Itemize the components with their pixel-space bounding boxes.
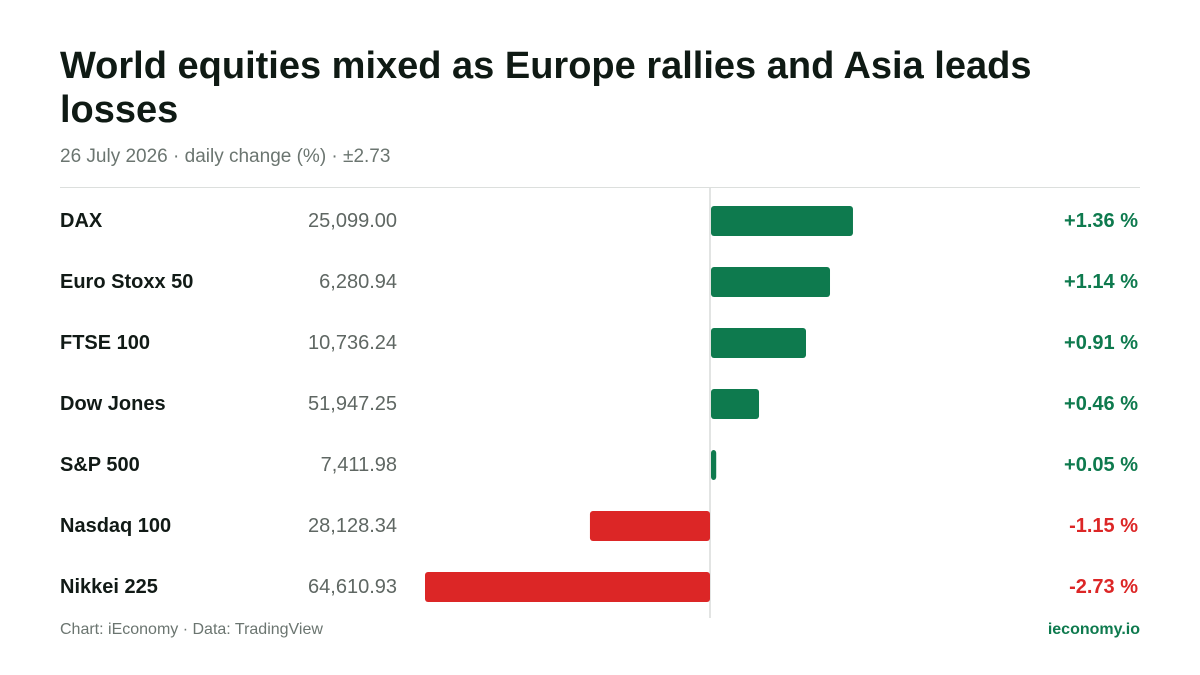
change-value-label: +0.91 % (1064, 332, 1138, 354)
change-value-label: +1.14 % (1064, 271, 1138, 293)
chart-subtitle: 26 July 2026 · daily change (%) · ±2.73 (60, 146, 391, 167)
bar (589, 511, 710, 541)
change-value-label: +0.46 % (1064, 393, 1138, 415)
change-value-label: -2.73 % (1069, 576, 1138, 598)
change-value-label: +0.05 % (1064, 454, 1138, 476)
index-level-label: 25,099.00 (308, 210, 397, 232)
chart-title: World equities mixed as Europe rallies a… (60, 45, 1032, 131)
index-name-label: Nikkei 225 (60, 576, 158, 598)
index-name-label: DAX (60, 210, 103, 232)
index-level-label: 6,280.94 (319, 271, 397, 293)
index-name-label: S&P 500 (60, 454, 140, 476)
bar-chart: DAX 25,099.00 +1.36 % Euro Stoxx 50 6,280.94… (60, 188, 1138, 618)
index-level-label: 51,947.25 (308, 393, 397, 415)
change-value-label: +1.36 % (1064, 210, 1138, 232)
index-name-label: Nasdaq 100 (60, 515, 171, 537)
index-name-label: FTSE 100 (60, 332, 150, 354)
index-level-label: 64,610.93 (308, 576, 397, 598)
bar (711, 267, 831, 297)
index-name-label: Dow Jones (60, 393, 166, 415)
source-credit: Chart: iEconomy · Data: TradingView (60, 621, 323, 638)
brand-link[interactable]: ieconomy.io (1047, 621, 1140, 638)
index-level-label: 10,736.24 (308, 332, 397, 354)
header-divider (60, 187, 1140, 188)
change-value-label: -1.15 % (1069, 515, 1138, 537)
index-name-label: Euro Stoxx 50 (60, 271, 193, 293)
index-level-label: 28,128.34 (308, 515, 397, 537)
index-level-label: 7,411.98 (321, 454, 397, 476)
bar (711, 389, 760, 419)
bar (711, 328, 806, 358)
bar (711, 450, 717, 480)
bar (711, 206, 853, 236)
bar (425, 572, 710, 602)
